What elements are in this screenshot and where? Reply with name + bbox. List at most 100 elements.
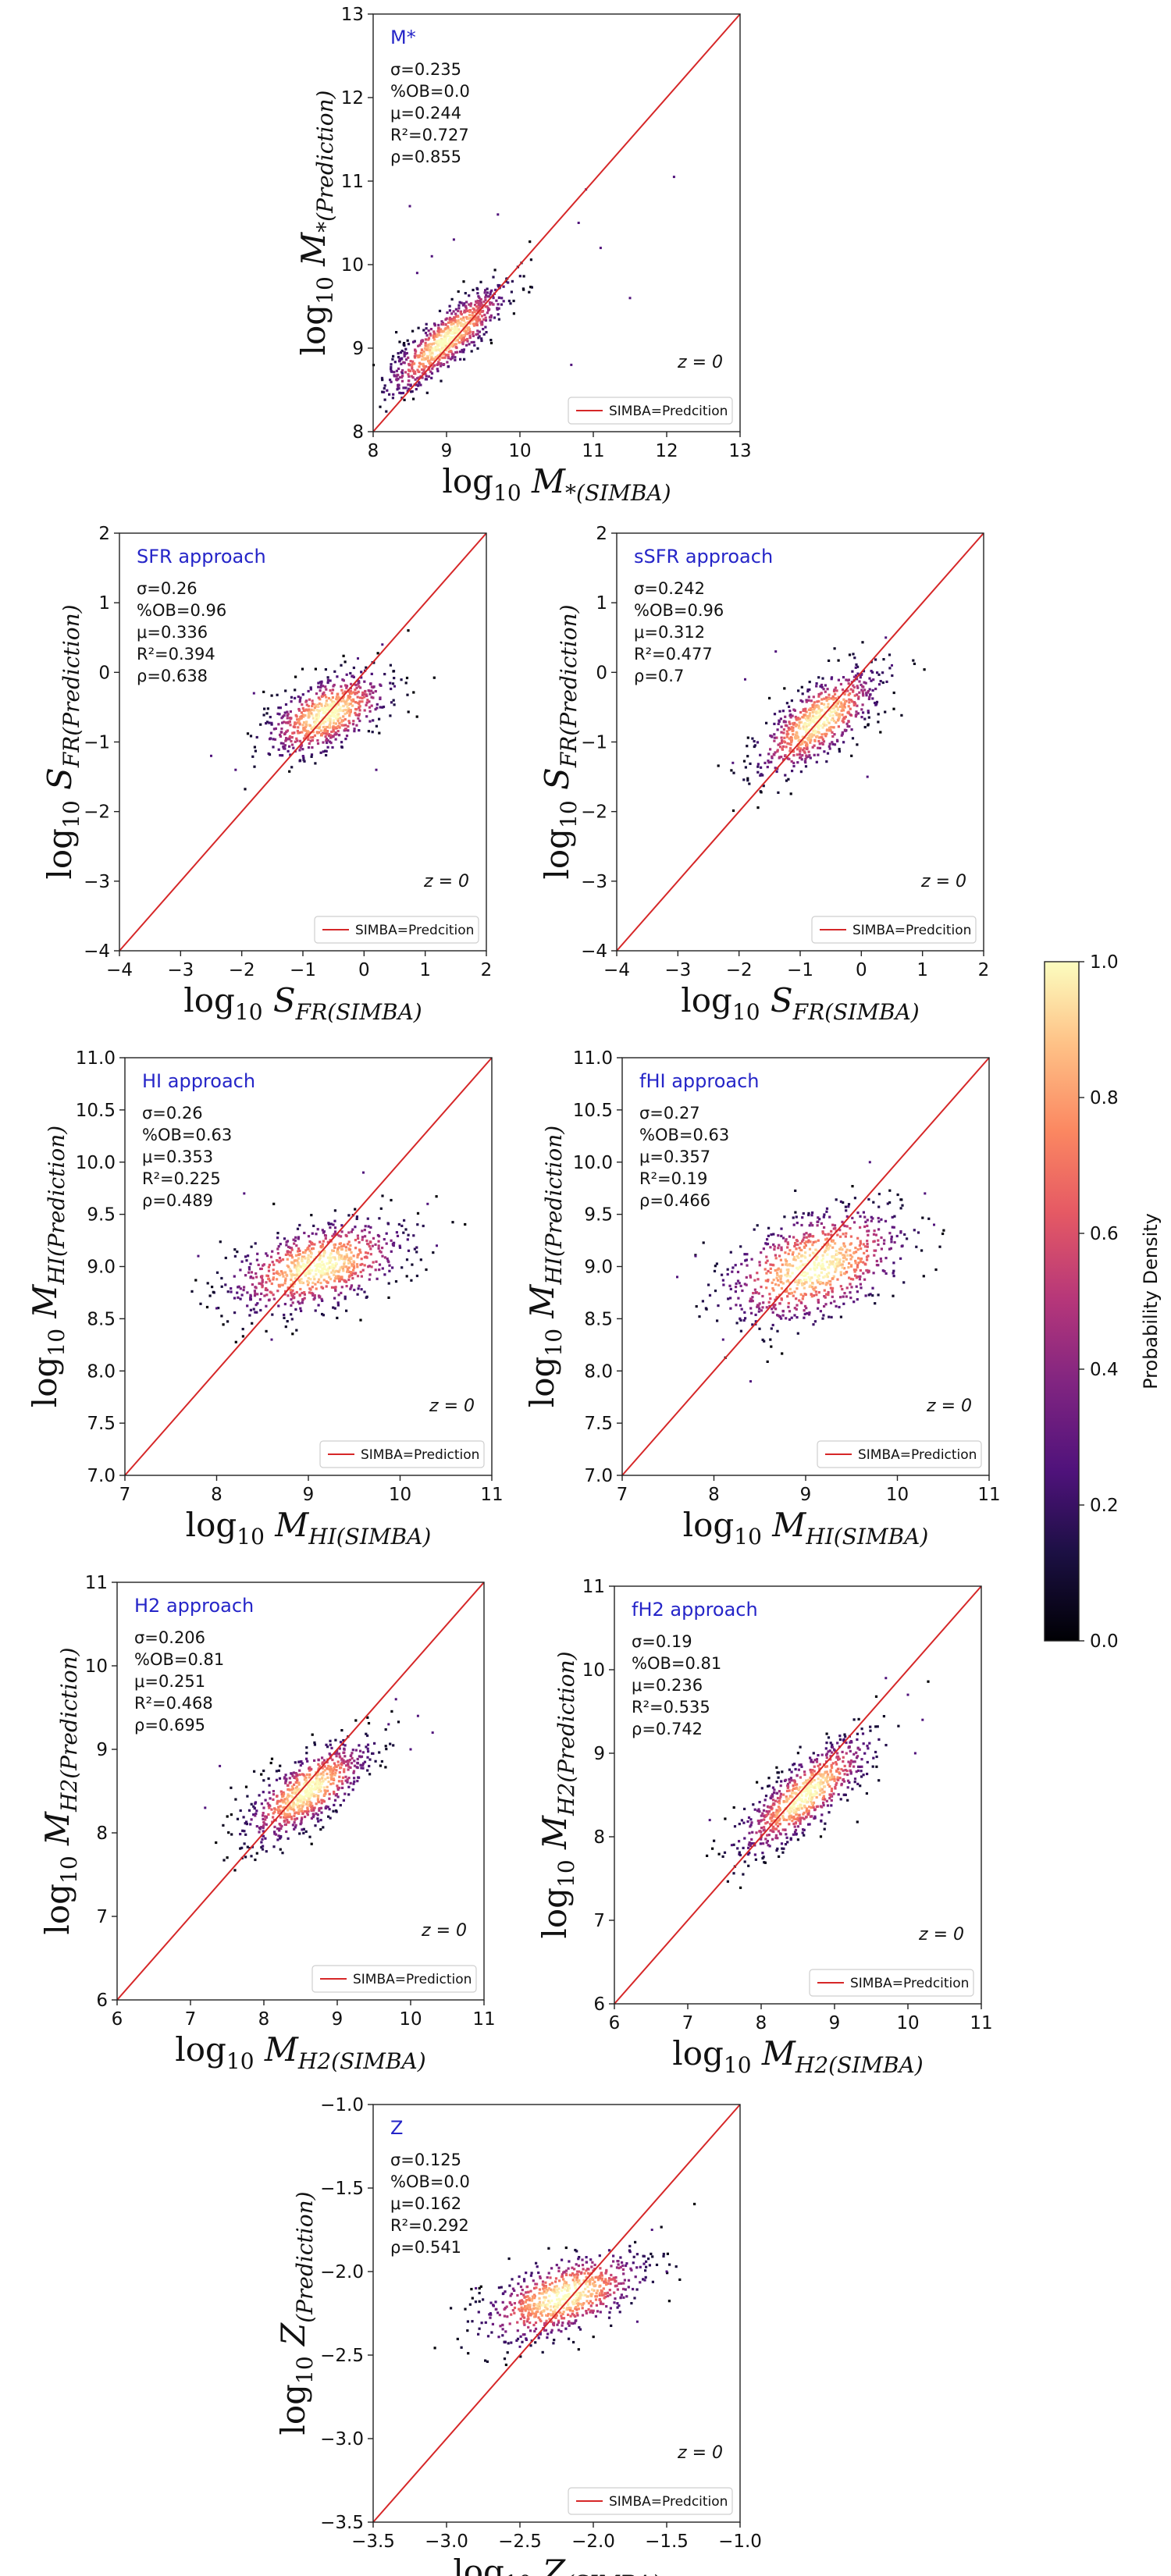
data-point: [756, 770, 760, 774]
data-point: [234, 768, 237, 771]
data-point: [805, 1240, 808, 1244]
data-point: [811, 1286, 814, 1289]
data-point: [328, 1276, 331, 1279]
data-point: [306, 1803, 309, 1806]
data-point: [867, 689, 870, 693]
data-point: [296, 718, 299, 721]
data-point: [803, 1286, 806, 1290]
data-point: [796, 1283, 799, 1286]
data-point: [809, 741, 812, 744]
data-point: [312, 1792, 315, 1796]
data-point: [739, 1318, 742, 1322]
data-point: [775, 1272, 779, 1275]
data-point: [785, 1317, 788, 1320]
data-point: [328, 703, 331, 706]
data-point: [796, 736, 800, 739]
data-point: [315, 1777, 318, 1780]
data-point: [791, 1272, 794, 1275]
data-point: [226, 1815, 229, 1818]
data-point: [300, 1797, 303, 1800]
data-point: [803, 1304, 807, 1308]
data-point: [359, 686, 362, 689]
data-point: [307, 1254, 310, 1257]
data-point: [756, 1224, 759, 1227]
data-point: [462, 323, 465, 326]
data-point: [344, 1760, 347, 1763]
data-point: [270, 723, 273, 726]
data-point: [819, 692, 822, 696]
data-point: [762, 1301, 765, 1304]
data-point: [269, 1761, 272, 1765]
data-point: [280, 1799, 283, 1802]
data-point: [298, 1773, 301, 1777]
data-point: [790, 1770, 793, 1774]
data-point: [351, 723, 355, 726]
data-point: [845, 1286, 849, 1290]
data-point: [722, 1283, 725, 1286]
data-point: [849, 1227, 852, 1230]
data-point: [863, 1215, 867, 1219]
data-point: [307, 1257, 310, 1260]
data-point: [472, 331, 475, 334]
data-point: [290, 1791, 294, 1794]
data-point: [314, 1824, 317, 1827]
data-point: [843, 702, 846, 706]
data-point: [854, 666, 857, 669]
data-point: [247, 1254, 250, 1258]
y-tick-label: −2: [84, 802, 110, 823]
data-point: [852, 1278, 855, 1281]
data-point: [413, 370, 417, 373]
data-point: [298, 1249, 301, 1252]
data-point: [823, 1304, 826, 1308]
data-point: [848, 698, 851, 701]
data-point: [390, 368, 393, 371]
data-point: [269, 731, 272, 735]
data-point: [852, 1300, 856, 1304]
y-tick-label: 13: [341, 5, 364, 25]
data-point: [778, 1244, 781, 1247]
data-point: [484, 305, 487, 308]
data-point: [777, 1234, 780, 1237]
data-point: [328, 1752, 331, 1756]
y-tick-label: 12: [341, 88, 364, 109]
data-point: [391, 1266, 394, 1269]
data-point: [788, 742, 791, 745]
data-point: [352, 1268, 355, 1272]
data-point: [418, 370, 421, 373]
data-point: [288, 1805, 291, 1808]
data-point: [321, 1243, 324, 1246]
data-point: [297, 1300, 300, 1304]
x-tick-label: −3: [664, 960, 691, 980]
data-point: [870, 679, 873, 682]
data-point: [343, 1297, 347, 1300]
data-point: [311, 731, 315, 734]
data-point: [833, 710, 836, 713]
data-point: [475, 309, 479, 312]
data-point: [751, 1323, 754, 1326]
data-point: [407, 383, 410, 386]
data-point: [856, 665, 860, 668]
data-point: [245, 1820, 248, 1823]
stat-line: R²=0.19: [639, 1169, 707, 1188]
data-point: [330, 730, 333, 734]
data-point: [333, 1279, 336, 1283]
data-point: [468, 326, 471, 329]
data-point: [752, 1803, 755, 1806]
data-point: [462, 280, 465, 283]
data-point: [877, 683, 881, 686]
x-tick-label: 8: [211, 1485, 222, 1505]
data-point: [329, 1756, 333, 1759]
data-point: [361, 1229, 364, 1233]
data-point: [298, 1794, 301, 1797]
data-point: [356, 1256, 359, 1259]
data-point: [284, 1277, 287, 1280]
data-point: [363, 1290, 366, 1293]
data-point: [346, 1781, 349, 1784]
data-point: [278, 1285, 281, 1288]
x-tick-label: 9: [303, 1485, 315, 1505]
data-point: [306, 1759, 309, 1763]
data-point: [812, 696, 815, 699]
data-point: [423, 347, 426, 350]
data-point: [425, 378, 429, 381]
data-point: [825, 699, 828, 702]
